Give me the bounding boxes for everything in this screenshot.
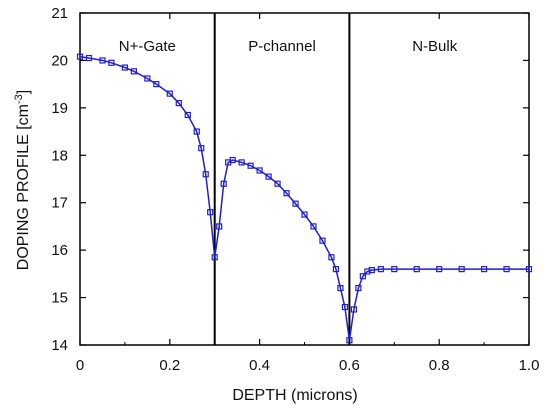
series-point	[328, 254, 335, 261]
series-point	[481, 266, 488, 273]
series-point	[503, 266, 510, 273]
series-point	[220, 180, 227, 187]
y-axis-title-exponent: -3	[13, 94, 25, 104]
series-point	[193, 128, 200, 135]
region-labels: N+-Gate P-channel N-Bulk	[119, 38, 458, 55]
series-point	[359, 273, 366, 280]
series-point	[144, 75, 151, 82]
y-axis-title: DOPING PROFILE [cm-3]	[13, 90, 32, 270]
region-label: P-channel	[248, 38, 316, 55]
x-tick-label: 0.6	[339, 357, 360, 374]
series-point	[216, 223, 223, 230]
x-tick-label: 1.0	[519, 357, 540, 374]
region-boundaries	[213, 13, 351, 345]
series-point	[207, 209, 214, 216]
series-point	[310, 223, 317, 230]
y-tick-label: 14	[51, 337, 68, 354]
series-point	[108, 59, 115, 66]
series-point	[265, 173, 272, 180]
y-axis-title-prefix: DOPING PROFILE [cm	[15, 104, 32, 270]
x-tick-label: 0.4	[249, 357, 270, 374]
series-point	[355, 284, 362, 292]
y-tick-label: 19	[51, 100, 68, 117]
series-point	[184, 111, 191, 119]
x-tick-label: 0.2	[159, 357, 180, 374]
series-point	[175, 100, 182, 107]
series-point	[121, 64, 129, 71]
series-point	[436, 266, 443, 273]
y-axis-ticks: 14 15 16 17 18 19 20 21	[51, 5, 529, 354]
series-point	[153, 81, 160, 88]
series-point	[350, 306, 357, 313]
series-point	[247, 162, 254, 169]
series-point	[525, 266, 533, 273]
plot-frame	[79, 12, 530, 346]
y-tick-label: 17	[51, 195, 68, 212]
region-label: N+-Gate	[119, 38, 176, 55]
series-point	[391, 266, 398, 273]
series-point	[301, 211, 308, 218]
data-series	[76, 53, 533, 344]
series-point	[341, 303, 349, 311]
series-point	[256, 167, 263, 174]
series-point	[85, 54, 93, 62]
x-axis-title: DEPTH (microns)	[232, 387, 357, 404]
x-axis-ticks: 0 0.2 0.4 0.6 0.8 1.0	[76, 13, 540, 374]
y-axis-title-suffix: ]	[15, 90, 32, 94]
series-point	[198, 145, 205, 152]
series-point	[229, 156, 236, 164]
series-point	[99, 57, 106, 64]
region-label: N-Bulk	[412, 38, 458, 55]
series-point	[202, 171, 209, 178]
x-tick-label: 0	[76, 357, 84, 374]
plot-area-border	[79, 12, 530, 346]
series-point	[337, 284, 344, 292]
y-tick-label: 15	[51, 290, 68, 307]
series-point	[211, 254, 218, 261]
series-point	[283, 190, 290, 197]
y-tick-label: 16	[51, 242, 68, 259]
y-tick-label: 21	[51, 5, 68, 22]
series-point	[292, 200, 299, 207]
series-point	[130, 68, 137, 75]
series-point	[458, 266, 465, 273]
y-tick-label: 18	[51, 147, 68, 164]
series-point	[413, 266, 420, 273]
x-tick-label: 0.8	[429, 357, 450, 374]
series-point	[332, 266, 340, 273]
y-tick-label: 20	[51, 52, 68, 69]
series-point	[238, 159, 245, 166]
series-point	[377, 266, 384, 273]
series-point	[368, 266, 375, 274]
series-point	[76, 53, 84, 60]
series-point	[166, 90, 173, 97]
series-point	[319, 237, 326, 244]
series-point	[274, 180, 281, 187]
series-line	[79, 55, 529, 341]
